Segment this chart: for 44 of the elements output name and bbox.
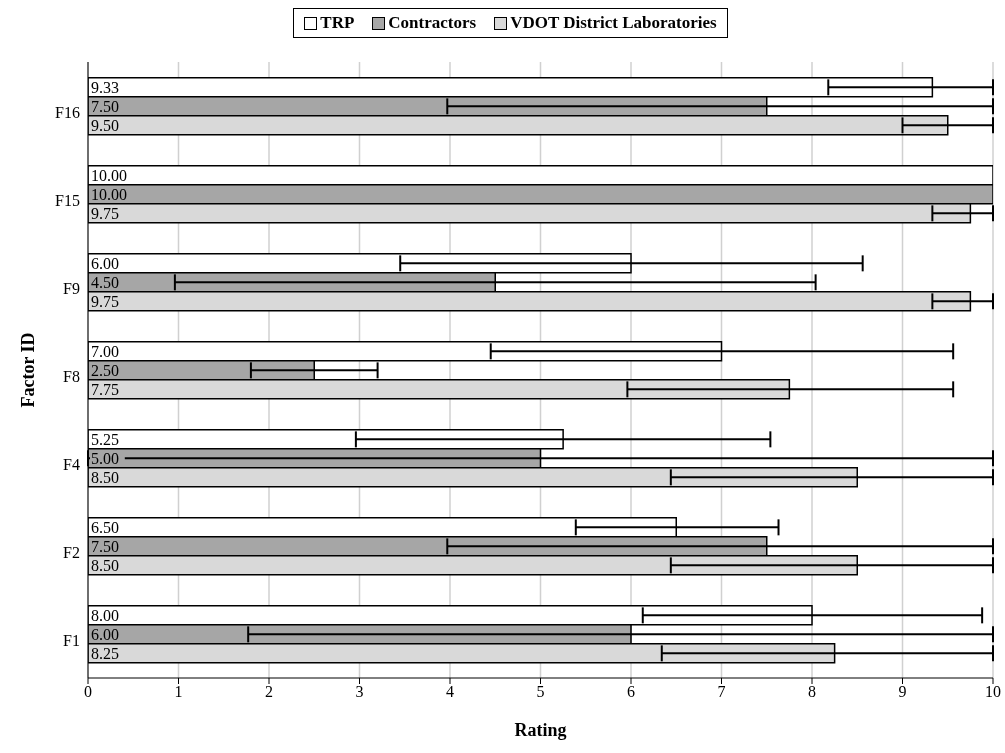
data-label: 6.00	[91, 626, 119, 644]
data-label: 9.50	[91, 117, 119, 135]
data-label: 7.50	[91, 98, 119, 116]
legend-label: Contractors	[387, 13, 477, 33]
x-tick-label: 2	[265, 683, 273, 701]
x-tick-label: 7	[717, 683, 726, 701]
legend-label: TRP	[319, 13, 355, 33]
data-label: 9.75	[91, 293, 119, 311]
data-label: 7.75	[91, 381, 119, 399]
y-tick-label: F8	[63, 368, 80, 385]
x-axis-title: Rating	[514, 719, 567, 740]
x-tick-label: 9	[898, 683, 907, 701]
x-tick-label: 10	[985, 683, 1001, 701]
y-tick-label: F16	[55, 104, 80, 121]
y-axis-title: Factor ID	[18, 332, 39, 408]
y-tick-label: F1	[63, 632, 80, 649]
data-label: 9.33	[91, 79, 119, 97]
data-label: 5.25	[91, 431, 119, 449]
data-label: 7.00	[91, 343, 119, 361]
data-label: 8.50	[91, 469, 119, 487]
y-tick-label: F15	[55, 192, 80, 209]
x-tick-label: 4	[446, 683, 454, 701]
legend-label: VDOT District Laboratories	[509, 13, 717, 33]
x-tick-label: 3	[355, 683, 364, 701]
data-label: 8.25	[91, 645, 119, 663]
data-label: 4.50	[91, 274, 119, 292]
y-tick-label: F2	[63, 544, 80, 561]
data-label: 10.00	[91, 186, 127, 204]
x-tick-label: 6	[627, 683, 635, 701]
x-tick-label: 8	[808, 683, 816, 701]
x-tick-label: 1	[174, 683, 183, 701]
data-label: 9.75	[91, 205, 119, 223]
data-label: 10.00	[91, 167, 127, 185]
data-label: 5.00	[91, 450, 119, 468]
data-label: 8.50	[91, 557, 119, 575]
data-label: 6.00	[91, 255, 119, 273]
x-tick-label: 0	[84, 683, 92, 701]
data-label: 7.50	[91, 538, 119, 556]
x-tick-label: 5	[536, 683, 545, 701]
y-tick-label: F9	[63, 280, 80, 297]
y-tick-label: F4	[63, 456, 80, 473]
data-label: 8.00	[91, 607, 119, 625]
data-label: 6.50	[91, 519, 119, 537]
data-label: 2.50	[91, 362, 119, 380]
